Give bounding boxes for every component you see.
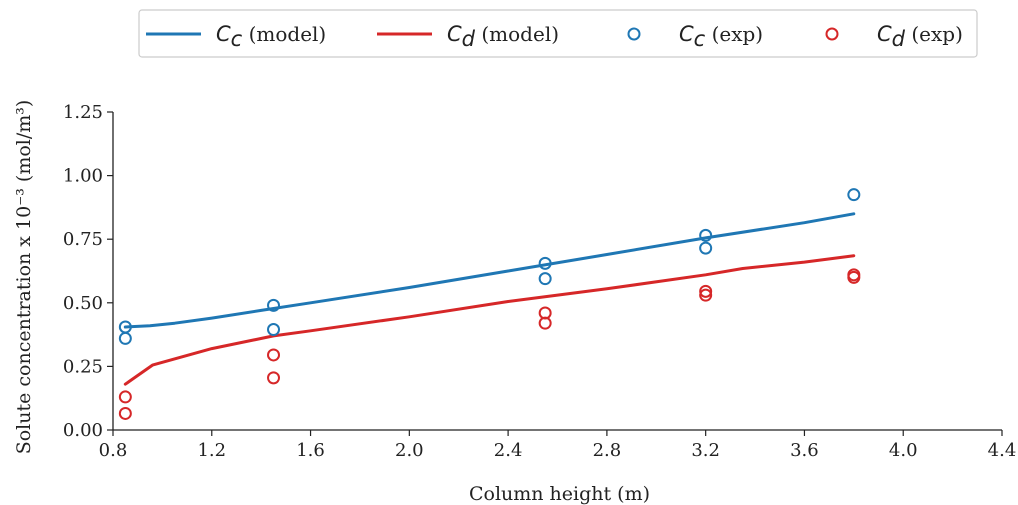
y-tick-label: 1.00 (63, 166, 103, 187)
x-tick-label: 2.8 (593, 440, 622, 461)
x-tick-label: 4.0 (889, 440, 918, 461)
x-tick-label: 0.8 (99, 440, 128, 461)
x-tick-label: 4.4 (988, 440, 1017, 461)
data-point-cc-exp (118, 331, 132, 345)
y-tick-label: 0.00 (63, 420, 103, 441)
x-tick-label: 2.0 (395, 440, 424, 461)
legend-marker-swatch (825, 27, 839, 41)
data-point-cc-exp (699, 241, 713, 255)
x-tick-label: 1.2 (197, 440, 226, 461)
x-tick-label: 3.6 (790, 440, 819, 461)
legend-label: Cd (model) (447, 22, 559, 51)
y-tick-label: 0.50 (63, 293, 103, 314)
x-axis-label: Column height (m) (469, 483, 650, 505)
data-point-cd-exp (847, 270, 861, 284)
data-point-cc-exp (847, 188, 861, 202)
y-axis-label: Solute concentration x 10⁻³ (mol/m³) (13, 100, 35, 455)
data-point-cc-exp (538, 272, 552, 286)
data-point-cd-exp (267, 371, 281, 385)
data-point-cc-exp (267, 323, 281, 337)
data-point-cd-exp (699, 284, 713, 298)
data-point-cd-exp (538, 316, 552, 330)
data-point-cd-exp (699, 288, 713, 302)
legend-item: Cd (model) (377, 22, 559, 51)
data-point-cc-exp (699, 228, 713, 242)
legend-item: Cd (exp) (825, 22, 963, 51)
data-point-cd-exp (267, 348, 281, 362)
legend-label: Cd (exp) (877, 22, 963, 51)
data-point-cc-exp (538, 256, 552, 270)
x-tick-label: 1.6 (296, 440, 325, 461)
legend: Cc (model) Cd (model) Cc (exp) Cd (exp) (138, 9, 978, 58)
legend-box (138, 9, 978, 58)
data-point-cd-exp (118, 390, 132, 404)
x-tick-label: 3.2 (691, 440, 720, 461)
legend-label: Cc (model) (216, 22, 326, 51)
legend-item: Cc (model) (146, 22, 326, 51)
data-point-cd-exp (118, 406, 132, 420)
data-point-cc-exp (267, 298, 281, 312)
axes: 0.8 1.2 1.6 2.0 2.4 2.8 3.2 3.6 4.0 4.4 0.00 0.25 0.… (63, 102, 1016, 461)
plot-area (118, 188, 861, 420)
y-tick-label: 0.75 (63, 229, 103, 250)
legend-item: Cc (exp) (627, 22, 763, 51)
y-tick-label: 1.25 (63, 102, 103, 123)
legend-marker-swatch (627, 27, 641, 41)
series-line-cd-model (123, 254, 856, 386)
series-line-cc-model (123, 212, 856, 329)
y-tick-label: 0.25 (63, 356, 103, 377)
legend-label: Cc (exp) (679, 22, 763, 51)
x-tick-label: 2.4 (494, 440, 523, 461)
